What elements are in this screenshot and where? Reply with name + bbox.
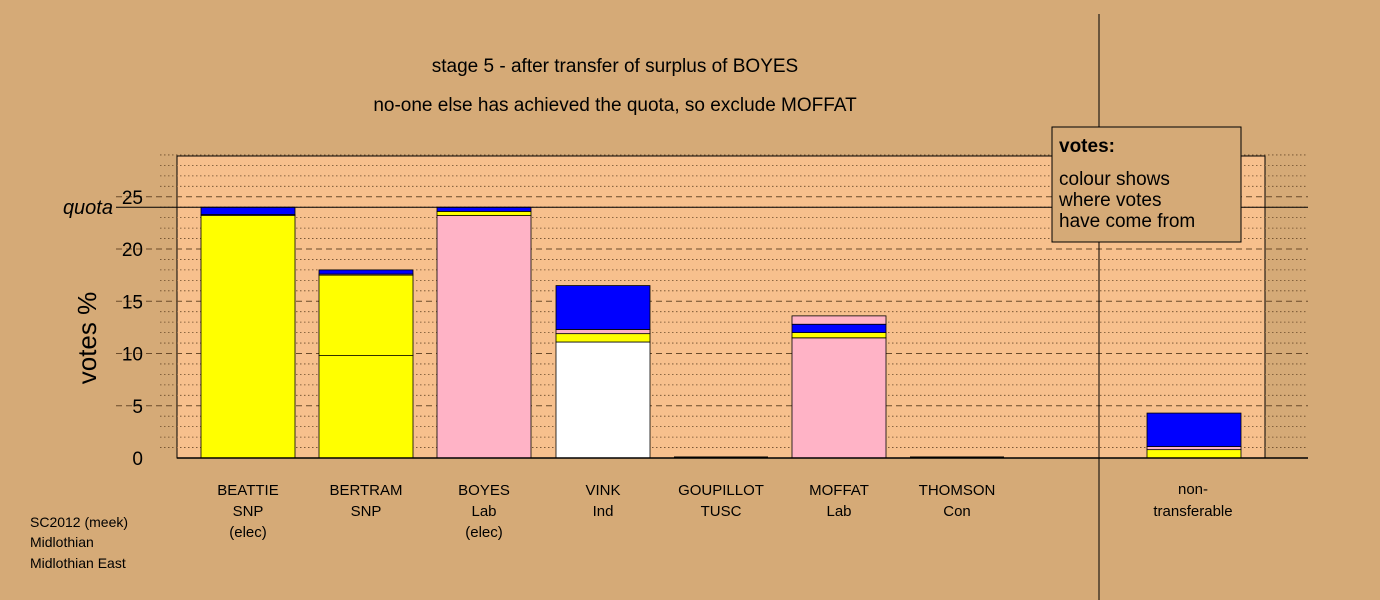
bar-moffat bbox=[791, 315, 887, 459]
candidate-name: BEATTIE bbox=[217, 482, 278, 499]
bar-vink bbox=[555, 285, 651, 459]
candidate-party: Ind bbox=[593, 503, 614, 520]
bar-segment bbox=[200, 215, 296, 459]
bar-segment bbox=[1146, 412, 1242, 447]
y-axis-ticks: 0 5 10 15 20 25 bbox=[122, 188, 143, 470]
y-axis-label: votes % bbox=[72, 292, 102, 385]
legend-line-3: have come from bbox=[1059, 211, 1195, 232]
footer-election: SC2012 (meek) bbox=[30, 514, 128, 530]
bar-segment bbox=[791, 323, 887, 333]
candidate-name: THOMSON bbox=[919, 482, 996, 499]
legend: votes: colour shows where votes have com… bbox=[1051, 126, 1242, 243]
y-tick-label: 20 bbox=[122, 240, 143, 261]
candidate-name: MOFFAT bbox=[809, 482, 869, 499]
candidate-name: VINK bbox=[585, 482, 620, 499]
candidate-name: BERTRAM bbox=[329, 482, 402, 499]
bar-nontransferable bbox=[1146, 412, 1242, 459]
candidate-party: Lab bbox=[826, 503, 851, 520]
bar-segment bbox=[555, 285, 651, 330]
legend-line-1: colour shows bbox=[1059, 169, 1170, 190]
bars bbox=[200, 206, 1242, 459]
nontransferable-label-line1: non- bbox=[1178, 481, 1208, 498]
bar-segment bbox=[1146, 449, 1242, 459]
y-tick-label: 25 bbox=[122, 188, 143, 209]
bar-segment bbox=[436, 215, 532, 459]
candidate-name: GOUPILLOT bbox=[678, 482, 764, 499]
y-tick-label: 10 bbox=[122, 345, 143, 366]
bar-segment bbox=[200, 206, 296, 215]
bar-beattie bbox=[200, 206, 296, 459]
chart-subtitle: no-one else has achieved the quota, so e… bbox=[373, 95, 857, 116]
bar-segment bbox=[436, 210, 532, 216]
legend-title: votes: bbox=[1059, 136, 1115, 157]
x-axis-labels: BEATTIE SNP (elec) BERTRAM SNP BOYES Lab (elec)… bbox=[217, 482, 995, 541]
bar-segment bbox=[555, 341, 651, 459]
bar-segment bbox=[555, 333, 651, 343]
bar-segment bbox=[1146, 446, 1242, 451]
y-tick-label: 0 bbox=[132, 449, 143, 470]
candidate-party: Con bbox=[943, 503, 971, 520]
footer-ward: Midlothian East bbox=[30, 555, 126, 571]
candidate-party: SNP bbox=[233, 503, 264, 520]
bar-segment bbox=[318, 274, 414, 356]
bar-segment bbox=[791, 315, 887, 325]
candidate-status: (elec) bbox=[465, 524, 503, 541]
bar-bertram bbox=[318, 269, 414, 459]
bar-boyes bbox=[436, 206, 532, 459]
y-tick-label: 15 bbox=[122, 292, 143, 313]
bar-segment bbox=[318, 355, 414, 459]
candidate-party: Lab bbox=[471, 503, 496, 520]
footer-council: Midlothian bbox=[30, 534, 94, 550]
y-tick-label: 5 bbox=[132, 397, 143, 418]
bar-segment bbox=[318, 269, 414, 275]
bar-segment bbox=[555, 329, 651, 335]
quota-label: quota bbox=[63, 197, 113, 219]
nontransferable-label-line2: transferable bbox=[1153, 503, 1232, 520]
bar-segment bbox=[791, 332, 887, 339]
chart-title: stage 5 - after transfer of surplus of B… bbox=[432, 56, 798, 77]
candidate-party: TUSC bbox=[701, 503, 742, 520]
candidate-party: SNP bbox=[351, 503, 382, 520]
legend-box bbox=[1051, 126, 1242, 243]
candidate-status: (elec) bbox=[229, 524, 267, 541]
bar-segment bbox=[791, 337, 887, 459]
candidate-name: BOYES bbox=[458, 482, 510, 499]
legend-line-2: where votes bbox=[1058, 190, 1161, 211]
bar-segment bbox=[436, 206, 532, 212]
